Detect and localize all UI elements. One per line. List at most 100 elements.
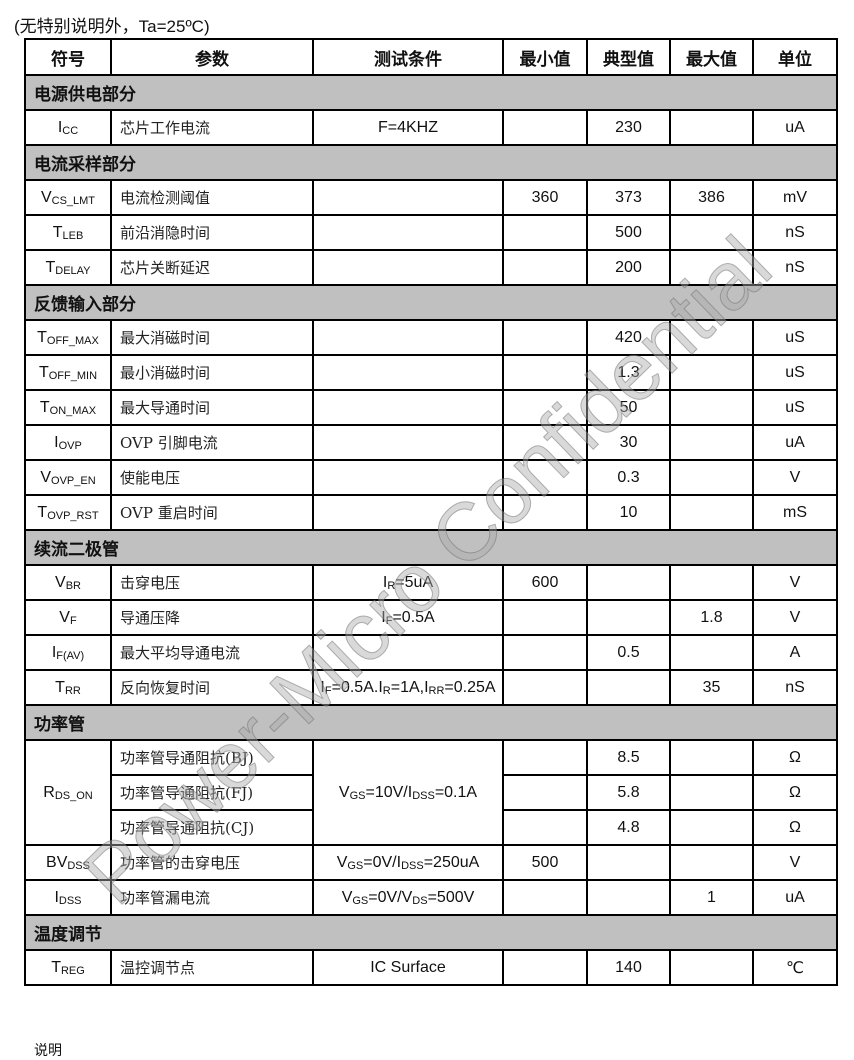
section-row: 续流二极管 [24, 529, 838, 566]
min-cell: 500 [502, 844, 588, 881]
unit-cell: Ω [752, 739, 838, 776]
text: T [38, 363, 49, 381]
symbol-cell: VF [24, 599, 112, 636]
typ-cell: 1.3 [586, 354, 671, 391]
max-cell [669, 494, 754, 531]
subscript: F [69, 614, 77, 627]
text: I [381, 608, 386, 626]
section-title: 续流二极管 [24, 529, 838, 566]
header-max: 最大值 [669, 38, 754, 76]
table-row: TOFF_MAX 最大消磁时间 420 uS [24, 319, 838, 356]
symbol-cell: IOVP [24, 424, 112, 461]
subscript: GS [352, 894, 369, 907]
max-cell [669, 739, 754, 776]
subscript: F [324, 684, 332, 697]
condition-cell [312, 319, 504, 356]
symbol-cell: RDS_ON [24, 739, 112, 846]
section-title: 温度调节 [24, 914, 838, 951]
parameter-cell: 功率管导通阻抗(BJ) [110, 739, 314, 776]
text: F=4KHZ [377, 118, 438, 136]
max-cell [669, 844, 754, 881]
table-row: TOVP_RST OVP 重启时间 10 mS [24, 494, 838, 531]
header-unit: 单位 [752, 38, 838, 76]
condition-cell [312, 424, 504, 461]
parameter-cell: OVP 重启时间 [110, 494, 314, 531]
condition-cell: VGS=0V/IDSS=250uA [312, 844, 504, 881]
condition-cell [312, 459, 504, 496]
parameter-cell: 芯片关断延迟 [110, 249, 314, 286]
parameter-cell: 温控调节点 [110, 949, 314, 986]
subscript: ON_MAX [49, 404, 97, 417]
min-cell [502, 669, 588, 706]
symbol-cell: TRR [24, 669, 112, 706]
typ-cell [586, 669, 671, 706]
section-row: 电源供电部分 [24, 74, 838, 111]
table-row: TON_MAX 最大导通时间 50 uS [24, 389, 838, 426]
subscript: OVP_RST [47, 509, 99, 522]
max-cell [669, 774, 754, 811]
condition-cell [312, 494, 504, 531]
typ-cell: 8.5 [586, 739, 671, 776]
table-row: RDS_ON 功率管导通阻抗(BJ) VGS=10V/IDSS=0.1A 8.5 Ω [24, 739, 838, 846]
unit-cell: uA [752, 879, 838, 916]
table-row: TOFF_MIN 最小消磁时间 1.3 uS [24, 354, 838, 391]
min-cell [502, 389, 588, 426]
max-cell [669, 949, 754, 986]
condition-cell: VGS=0V/VDS=500V [312, 879, 504, 916]
max-cell [669, 389, 754, 426]
condition-cell: VGS=10V/IDSS=0.1A [312, 739, 504, 846]
parameter-cell: 最大导通时间 [110, 389, 314, 426]
text: T [55, 678, 65, 696]
parameter-cell: OVP 引脚电流 [110, 424, 314, 461]
section-row: 电流采样部分 [24, 144, 838, 181]
unit-cell: uS [752, 354, 838, 391]
condition-cell: IF=0.5A.IR=1A,IRR=0.25A [312, 669, 504, 706]
subscript: LEB [62, 229, 84, 242]
typ-cell: 0.3 [586, 459, 671, 496]
text: T [45, 258, 56, 276]
typ-cell [586, 844, 671, 881]
table-row: VCS_LMT 电流检测阈值 360 373 386 mV [24, 179, 838, 216]
condition-cell: IR=5uA [312, 564, 504, 601]
symbol-cell: TON_MAX [24, 389, 112, 426]
condition-cell [312, 249, 504, 286]
parameter-cell: 功率管漏电流 [110, 879, 314, 916]
typ-cell: 5.8 [586, 774, 671, 811]
max-cell [669, 809, 754, 846]
unit-cell: mV [752, 179, 838, 216]
unit-cell: nS [752, 669, 838, 706]
min-cell: 360 [502, 179, 588, 216]
unit-cell: mS [752, 494, 838, 531]
unit-cell: uA [752, 424, 838, 461]
symbol-cell: TOVP_RST [24, 494, 112, 531]
subscript: GS [347, 859, 364, 872]
section-title: 功率管 [24, 704, 838, 741]
header-symbol: 符号 [24, 38, 112, 76]
parameter-cell: 使能电压 [110, 459, 314, 496]
condition-cell: IC Surface [312, 949, 504, 986]
subscript: R [382, 684, 391, 697]
min-cell [502, 494, 588, 531]
text: I [320, 678, 325, 696]
text: =0V/V [368, 888, 413, 906]
subscript: OFF_MAX [46, 334, 99, 347]
max-cell: 1 [669, 879, 754, 916]
parameter-cell: 最小消磁时间 [110, 354, 314, 391]
subscript: CC [62, 124, 79, 137]
unit-cell: uS [752, 389, 838, 426]
parameter-cell: 功率管的击穿电压 [110, 844, 314, 881]
text: R [43, 783, 55, 801]
text: =0.5A.I [331, 678, 383, 696]
parameter-cell: 最大消磁时间 [110, 319, 314, 356]
text: V [341, 888, 353, 906]
text: T [52, 223, 63, 241]
symbol-cell: TOFF_MAX [24, 319, 112, 356]
typ-cell: 200 [586, 249, 671, 286]
subscript: RR [428, 684, 445, 697]
min-cell [502, 424, 588, 461]
unit-cell: V [752, 459, 838, 496]
section-title: 电流采样部分 [24, 144, 838, 181]
max-cell [669, 424, 754, 461]
max-cell [669, 354, 754, 391]
max-cell [669, 319, 754, 356]
